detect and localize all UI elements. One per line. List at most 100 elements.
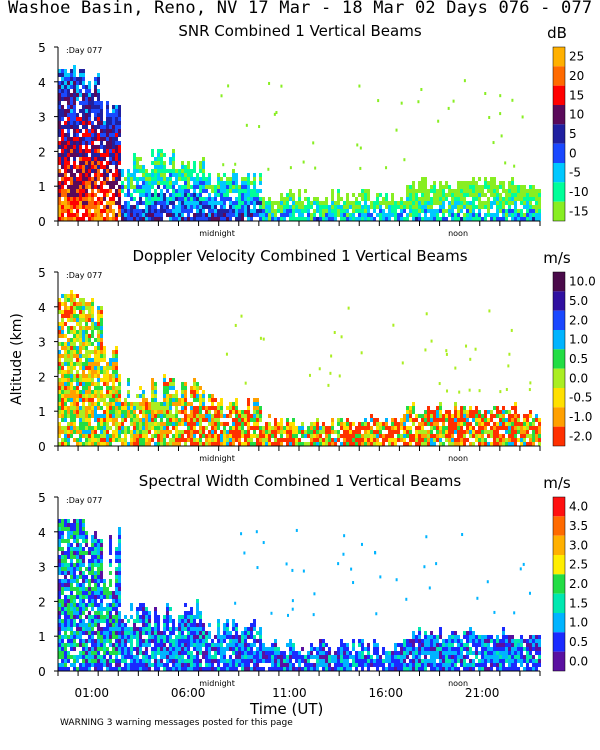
heatmap-cell [82, 386, 85, 390]
heatmap-cell [403, 426, 406, 430]
y-tick-label: 5 [38, 41, 46, 55]
heatmap-cell [100, 599, 103, 603]
heatmap-cell [145, 663, 148, 667]
heatmap-cell [85, 643, 88, 647]
heatmap-cell [118, 627, 121, 631]
heatmap-cell [118, 109, 121, 113]
heatmap-cell [67, 298, 70, 302]
colorbar-label: 25 [569, 50, 584, 64]
heatmap-cell [121, 173, 124, 177]
heatmap-cell [433, 213, 436, 217]
heatmap-cell [235, 177, 238, 181]
heatmap-cell [415, 430, 418, 434]
heatmap-cell [85, 338, 88, 342]
heatmap-cell [346, 193, 349, 197]
heatmap-cell [100, 635, 103, 639]
heatmap-cell [112, 615, 115, 619]
heatmap-cell [433, 193, 436, 197]
heatmap-cell [217, 209, 220, 213]
heatmap-cell [127, 639, 130, 643]
heatmap-cell [106, 382, 109, 386]
heatmap-cell [406, 213, 409, 217]
heatmap-cell [181, 205, 184, 209]
heatmap-cell [493, 406, 496, 410]
heatmap-cell [466, 213, 469, 217]
heatmap-cell [529, 442, 532, 446]
heatmap-cell [73, 635, 76, 639]
heatmap-cell [109, 394, 112, 398]
heatmap-cell [478, 217, 481, 221]
heatmap-cell [136, 418, 139, 422]
heatmap-cell [94, 177, 97, 181]
heatmap-cell [493, 185, 496, 189]
heatmap-cell [64, 201, 67, 205]
heatmap-cell [103, 639, 106, 643]
heatmap-cell [337, 418, 340, 422]
heatmap-cell [521, 115, 524, 119]
heatmap-cell [97, 354, 100, 358]
heatmap-cell [94, 326, 97, 330]
heatmap-cell [184, 418, 187, 422]
heatmap-cell [523, 438, 526, 442]
heatmap-cell [187, 414, 190, 418]
heatmap-cell [73, 619, 76, 623]
heatmap-cell [208, 177, 211, 181]
heatmap-cell [271, 659, 274, 663]
heatmap-cell [82, 663, 85, 667]
heatmap-cell [502, 201, 505, 205]
heatmap-cell [508, 209, 511, 213]
heatmap-cell [463, 79, 466, 83]
heatmap-cell [352, 217, 355, 221]
heatmap-cell [91, 414, 94, 418]
heatmap-cell [79, 519, 82, 523]
heatmap-cell [139, 635, 142, 639]
heatmap-cell [130, 402, 133, 406]
heatmap-cell [190, 406, 193, 410]
heatmap-cell [67, 615, 70, 619]
heatmap-cell [301, 434, 304, 438]
heatmap-cell [187, 418, 190, 422]
heatmap-cell [178, 201, 181, 205]
heatmap-cell [193, 647, 196, 651]
heatmap-cell [64, 294, 67, 298]
heatmap-cell [136, 181, 139, 185]
heatmap-cell [223, 426, 226, 430]
heatmap-cell [463, 197, 466, 201]
heatmap-cell [397, 422, 400, 426]
heatmap-cell [118, 579, 121, 583]
heatmap-cell [346, 197, 349, 201]
heatmap-cell [499, 205, 502, 209]
heatmap-cell [247, 189, 250, 193]
heatmap-cell [253, 173, 256, 177]
heatmap-cell [127, 390, 130, 394]
colorbar-swatch [553, 291, 565, 311]
heatmap-cell [292, 426, 295, 430]
heatmap-cell [142, 398, 145, 402]
heatmap-cell [514, 414, 517, 418]
heatmap-cell [130, 651, 133, 655]
heatmap-cell [97, 382, 100, 386]
heatmap-cell [232, 213, 235, 217]
heatmap-cell [88, 213, 91, 217]
heatmap-cell [229, 631, 232, 635]
heatmap-cell [395, 128, 398, 132]
heatmap-cell [157, 213, 160, 217]
heatmap-cell [121, 217, 124, 221]
heatmap-cell [313, 213, 316, 217]
heatmap-cell [91, 201, 94, 205]
heatmap-cell [115, 410, 118, 414]
heatmap-cell [331, 438, 334, 442]
heatmap-cell [169, 177, 172, 181]
heatmap-cell [115, 607, 118, 611]
heatmap-cell [136, 414, 139, 418]
heatmap-cell [115, 161, 118, 165]
heatmap-cell [79, 631, 82, 635]
heatmap-cell [109, 607, 112, 611]
heatmap-cell [70, 414, 73, 418]
heatmap-cell [88, 406, 91, 410]
heatmap-cell [409, 209, 412, 213]
heatmap-cell [58, 599, 61, 603]
heatmap-cell [169, 438, 172, 442]
heatmap-cell [199, 619, 202, 623]
heatmap-cell [91, 627, 94, 631]
